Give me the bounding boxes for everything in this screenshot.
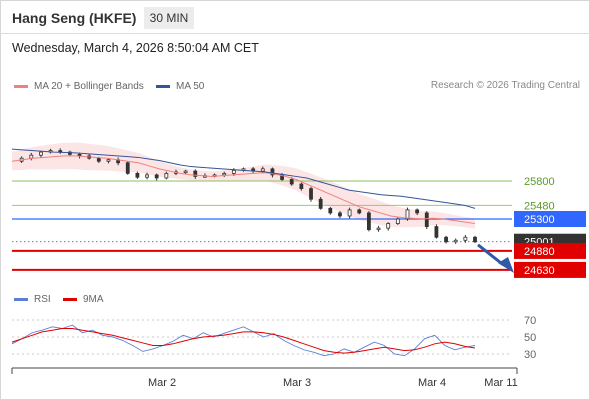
candle-bull — [453, 239, 458, 243]
candle-bear — [193, 170, 198, 177]
x-tick-label: Mar 3 — [283, 377, 311, 389]
level-label: 24880 — [524, 246, 555, 258]
x-tick-label: Mar 4 — [418, 377, 446, 389]
candle-bear — [270, 168, 275, 176]
header-divider — [0, 33, 590, 34]
candle-bear — [96, 157, 101, 162]
legend-rsi: RSI — [14, 294, 51, 305]
candle-bull — [222, 172, 227, 176]
ma20-line — [11, 155, 476, 225]
candle-bull — [39, 151, 43, 156]
rsi-legend-label: RSI — [34, 294, 51, 305]
rsi-tick-label: 30 — [524, 349, 536, 361]
candle-bear — [299, 183, 304, 189]
candle-bear — [366, 212, 371, 231]
bollinger-band — [12, 142, 475, 229]
candle-bull — [386, 223, 391, 229]
candle-bear — [357, 209, 362, 214]
level-label: 25480 — [524, 200, 555, 212]
ma20-swatch — [14, 85, 28, 88]
candle-bear — [444, 236, 448, 243]
ma50-swatch — [156, 85, 170, 88]
candle-bear — [318, 198, 323, 209]
report-datetime: Wednesday, March 4, 2026 8:50:04 AM CET — [12, 41, 259, 55]
instrument-title: Hang Seng (HKFE) — [12, 10, 137, 26]
legend-ma20: MA 20 + Bollinger Bands — [14, 81, 144, 92]
candle-bull — [106, 159, 111, 162]
candle-bull — [463, 236, 468, 241]
candle-bull — [260, 168, 265, 172]
candle-bear — [338, 212, 342, 217]
ma50-line — [11, 148, 476, 209]
candle-bull — [183, 170, 188, 174]
candle-bear — [125, 162, 130, 174]
candle-bear — [67, 151, 72, 155]
level-label-box — [514, 242, 586, 259]
candle-bull — [145, 174, 149, 178]
candle-bull — [231, 169, 236, 174]
legend-9ma: 9MA — [63, 294, 104, 305]
candle-bear — [434, 226, 439, 238]
candle-bear — [328, 207, 333, 214]
candle-bear — [280, 174, 284, 180]
candle-bear — [135, 172, 140, 178]
ma20-legend-label: MA 20 + Bollinger Bands — [34, 81, 144, 92]
candle-bear — [424, 212, 429, 227]
rsi-9ma-line — [11, 328, 476, 354]
x-tick-label: Mar 11 — [484, 377, 517, 389]
level-label-box — [514, 261, 586, 278]
candle-bear — [473, 236, 477, 243]
ma9-legend-label: 9MA — [83, 294, 104, 305]
level-label: 25300 — [524, 214, 555, 226]
ma9-swatch — [63, 298, 77, 301]
candle-bear — [154, 174, 159, 179]
timeframe-badge[interactable]: 30 MIN — [144, 7, 194, 29]
candle-bear — [415, 209, 420, 214]
forecast-arrow-head — [498, 257, 514, 273]
rsi-swatch — [14, 298, 28, 301]
candle-bull — [376, 227, 381, 231]
level-label: 25800 — [524, 176, 555, 188]
research-credit: Research © 2026 Trading Central — [430, 80, 580, 91]
level-label-box — [514, 211, 586, 227]
candle-bull — [405, 209, 410, 220]
candle-bull — [164, 172, 169, 179]
rsi-tick-label: 70 — [524, 315, 536, 327]
legend-ma50: MA 50 — [156, 81, 204, 92]
forecast-arrow — [477, 243, 504, 266]
ma50-legend-label: MA 50 — [176, 81, 205, 92]
rsi-tick-label: 50 — [524, 332, 536, 344]
candle-bear — [289, 179, 294, 185]
candle-bull — [395, 218, 400, 224]
x-tick-label: Mar 2 — [148, 377, 176, 389]
candle-bull — [29, 154, 34, 159]
level-label: 24630 — [524, 265, 555, 277]
candle-bear — [309, 188, 313, 200]
candle-bull — [347, 209, 352, 217]
